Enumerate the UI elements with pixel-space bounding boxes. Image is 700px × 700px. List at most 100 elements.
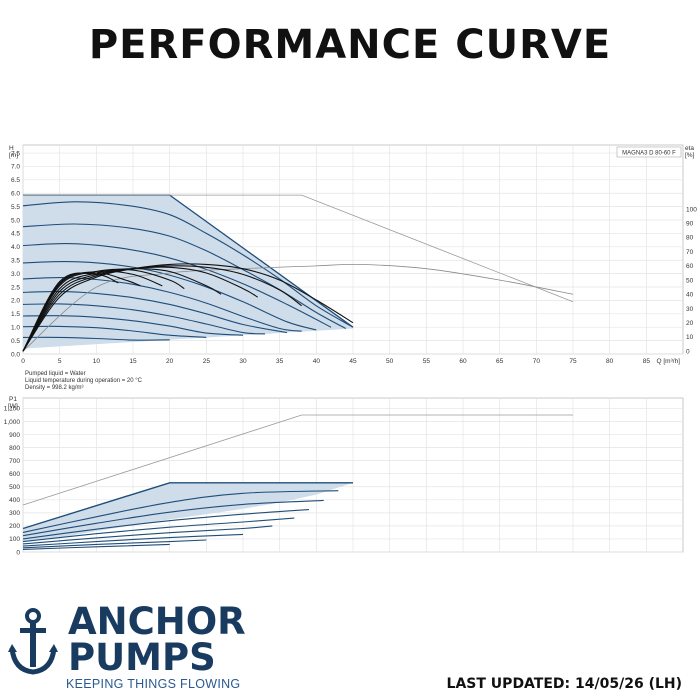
max-head-curve [23, 194, 574, 303]
y-tick-label: 900 [9, 432, 20, 439]
y2-tick-label: 50 [686, 277, 694, 284]
y-tick-label: 5.5 [11, 204, 20, 211]
max-efficiency-curve [22, 263, 574, 352]
x-tick-label: 20 [166, 358, 174, 365]
x-tick-label: 75 [569, 358, 577, 365]
x-tick-label: 30 [239, 358, 247, 365]
head-curve [22, 336, 170, 341]
y-tick-label: 0.0 [11, 351, 20, 358]
x-axis-label: Q [m³/h] [657, 358, 681, 365]
y-tick-label: 700 [9, 458, 20, 465]
y-tick-label: 2.5 [11, 284, 20, 291]
model-label-box [616, 146, 682, 158]
chart-note: Liquid temperature during operation = 20… [25, 378, 143, 384]
efficiency-curve [22, 268, 185, 352]
x-tick-label: 15 [129, 358, 137, 365]
anchor-icon [8, 608, 58, 675]
power-curve [22, 533, 244, 547]
x-tick-label: 85 [643, 358, 651, 365]
head-chart: 0 5 10 15 20 25 30 35 40 45 50 55 60 65 70 75 80 85 0.0 0.5… [9, 144, 697, 391]
y-axis-label: H [9, 145, 14, 152]
last-updated: LAST UPDATED: 14/05/26 (LH) [446, 676, 682, 692]
page-title: PERFORMANCE CURVE [88, 22, 612, 68]
power-curve [22, 539, 207, 549]
y-tick-label: 2.0 [11, 298, 20, 305]
efficiency-curve [22, 272, 119, 352]
power-curve [22, 509, 310, 540]
power-curve [22, 499, 324, 537]
y2-tick-label: 70 [686, 249, 694, 256]
performance-chart: 0 5 10 15 20 25 30 35 40 45 50 55 60 65 70 75 80 85 0.0 0.5… [4, 144, 697, 556]
y-tick-label: 3.5 [11, 258, 20, 265]
head-curve [22, 303, 266, 335]
chart-note: Density = 998.2 kg/m³ [25, 385, 84, 391]
power-curve [22, 517, 295, 543]
y-tick-label: 200 [9, 523, 20, 530]
y-tick-label: 400 [9, 497, 20, 504]
x-tick-label: 70 [533, 358, 541, 365]
head-curve [22, 223, 346, 329]
efficiency-curve [22, 266, 258, 352]
y2-tick-label: 80 [686, 235, 694, 242]
x-tick-label: 45 [349, 358, 357, 365]
x-tick-label: 10 [93, 358, 101, 365]
x-tick-label: 65 [496, 358, 504, 365]
y-tick-label: 500 [9, 484, 20, 491]
brand-name-line2: PUMPS [68, 636, 216, 679]
brand-logo[interactable]: ANCHOR PUMPS KEEPING THINGS FLOWING [8, 600, 258, 694]
y-tick-label: 0 [16, 549, 20, 556]
y-axis-label: P1 [9, 396, 17, 403]
y2-tick-label: 100 [686, 206, 697, 213]
y2-tick-label: 20 [686, 320, 694, 327]
y2-axis-label: eta [685, 145, 694, 152]
y-tick-label: 1.5 [11, 311, 20, 318]
x-tick-label: 5 [58, 358, 62, 365]
y-tick-label: 300 [9, 510, 20, 517]
power-curve [22, 482, 353, 530]
head-curve [22, 201, 354, 328]
y-tick-label: 7.5 [11, 150, 20, 157]
efficiency-curve [22, 265, 303, 352]
y-tick-label: 100 [9, 536, 20, 543]
x-tick-label: 40 [313, 358, 321, 365]
y-tick-label: 6.5 [11, 177, 20, 184]
x-tick-label: 80 [606, 358, 614, 365]
head-curve [22, 261, 317, 331]
y-tick-label: 3.0 [11, 271, 20, 278]
operating-area [23, 195, 353, 349]
y-axis-unit: [m] [9, 152, 18, 159]
efficiency-curve [22, 263, 354, 352]
brand-tagline: KEEPING THINGS FLOWING [66, 677, 241, 691]
x-tick-label: 50 [386, 358, 394, 365]
x-tick-label: 0 [21, 358, 25, 365]
operating-area [23, 482, 353, 542]
head-curve [22, 325, 207, 338]
y-tick-label: 4.5 [11, 231, 20, 238]
y-tick-label: 6.0 [11, 191, 20, 198]
efficiency-curve [22, 268, 222, 352]
power-curve [22, 543, 170, 550]
brand-name-line1: ANCHOR [68, 600, 246, 643]
y-tick-label: 800 [9, 445, 20, 452]
x-tick-label: 25 [203, 358, 211, 365]
y-tick-label: 1,100 [4, 406, 21, 413]
power-chart: 0 100 200 300 400 500 600 700 800 900 1,000 1,100 P1… [4, 396, 684, 556]
y-tick-label: 7.0 [11, 164, 20, 171]
y2-tick-label: 0 [686, 348, 690, 355]
y-tick-label: 5.0 [11, 217, 20, 224]
y-tick-label: 4.0 [11, 244, 20, 251]
y2-axis-unit: [%] [685, 152, 695, 159]
y2-tick-label: 60 [686, 263, 694, 270]
y2-tick-label: 40 [686, 292, 694, 299]
model-label: MAGNA3 D 80-60 F [622, 151, 676, 157]
power-curve [22, 525, 273, 545]
y-tick-label: 0.5 [11, 338, 20, 345]
y-axis-unit: [W] [8, 403, 18, 410]
y2-tick-label: 30 [686, 306, 694, 313]
x-tick-label: 35 [276, 358, 284, 365]
chart-note: Pumped liquid = Water [25, 371, 86, 377]
y-tick-label: 1.0 [11, 325, 20, 332]
y-tick-label: 600 [9, 471, 20, 478]
y2-tick-label: 90 [686, 220, 694, 227]
y2-tick-label: 10 [686, 334, 694, 341]
